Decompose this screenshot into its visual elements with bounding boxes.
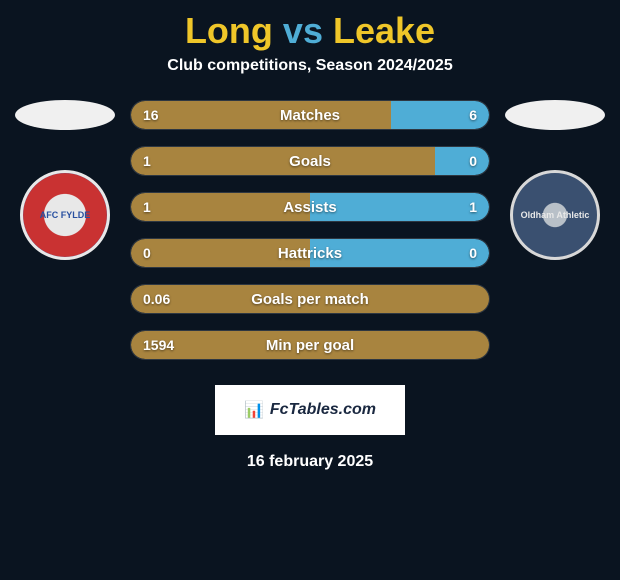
stat-row: 1Assists1 [130, 192, 490, 222]
player2-badge-text: Oldham Athletic [521, 210, 590, 220]
player1-silhouette [15, 100, 115, 130]
watermark: 📊 FcTables.com [215, 385, 405, 435]
player2-badge: Oldham Athletic [510, 170, 600, 260]
stat-row: 0Hattricks0 [130, 238, 490, 268]
stat-value-right: 0 [469, 239, 477, 267]
stat-label: Hattricks [131, 239, 489, 267]
stat-label: Matches [131, 101, 489, 129]
player2-column: Oldham Athletic [505, 100, 605, 260]
main-content: AFC FYLDE 16Matches61Goals01Assists10Hat… [0, 100, 620, 360]
stat-value-right: 0 [469, 147, 477, 175]
stats-bars: 16Matches61Goals01Assists10Hattricks00.0… [130, 100, 490, 360]
player2-silhouette [505, 100, 605, 130]
watermark-text: FcTables.com [270, 401, 376, 419]
title-player2: Leake [333, 10, 435, 51]
chart-icon: 📊 [244, 400, 264, 420]
player1-column: AFC FYLDE [15, 100, 115, 260]
date: 16 february 2025 [0, 453, 620, 471]
stat-row: 1Goals0 [130, 146, 490, 176]
stat-label: Min per goal [131, 331, 489, 359]
stat-value-right: 1 [469, 193, 477, 221]
comparison-card: Long vs Leake Club competitions, Season … [0, 0, 620, 580]
stat-row: 1594Min per goal [130, 330, 490, 360]
stat-label: Goals per match [131, 285, 489, 313]
player1-badge: AFC FYLDE [20, 170, 110, 260]
title-player1: Long [185, 10, 273, 51]
title-vs: vs [283, 10, 323, 51]
player1-badge-text: AFC FYLDE [40, 210, 91, 220]
title: Long vs Leake [0, 0, 620, 57]
subtitle: Club competitions, Season 2024/2025 [0, 57, 620, 100]
stat-row: 0.06Goals per match [130, 284, 490, 314]
stat-value-right: 6 [469, 101, 477, 129]
stat-label: Goals [131, 147, 489, 175]
stat-label: Assists [131, 193, 489, 221]
stat-row: 16Matches6 [130, 100, 490, 130]
